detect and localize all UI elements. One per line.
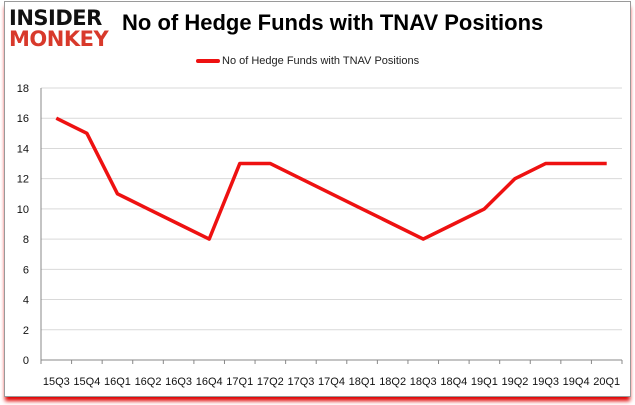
- logo-line-2: MONKEY: [9, 27, 109, 51]
- x-tick-label: 19Q3: [532, 376, 559, 388]
- x-tick-label: 17Q3: [287, 376, 314, 388]
- x-tick-label: 16Q2: [135, 376, 162, 388]
- y-tick-label: 18: [17, 83, 29, 95]
- x-tick-label: 15Q4: [73, 376, 100, 388]
- y-tick-label: 6: [23, 264, 29, 276]
- y-tick-label: 2: [23, 325, 29, 337]
- chart-frame: [4, 1, 631, 397]
- y-tick-label: 14: [17, 143, 29, 155]
- x-tick-label: 19Q2: [502, 376, 529, 388]
- y-tick-label: 4: [23, 295, 29, 307]
- x-tick-label: 18Q1: [349, 376, 376, 388]
- x-tick-label: 16Q1: [104, 376, 131, 388]
- logo-line-1: INSIDER: [9, 6, 102, 30]
- insider-monkey-logo: INSIDER MONKEY: [9, 6, 117, 51]
- x-tick-label: 19Q4: [563, 376, 590, 388]
- legend-swatch: [196, 59, 220, 63]
- y-tick-label: 10: [17, 204, 29, 216]
- legend: No of Hedge Funds with TNAV Positions: [196, 55, 419, 67]
- x-tick-label: 17Q2: [257, 376, 284, 388]
- x-tick-label: 18Q2: [379, 376, 406, 388]
- x-tick-label: 16Q3: [165, 376, 192, 388]
- y-tick-label: 16: [17, 113, 29, 125]
- chart-title: No of Hedge Funds with TNAV Positions: [122, 10, 544, 35]
- x-tick-label: 18Q4: [440, 376, 467, 388]
- x-tick-label: 16Q4: [196, 376, 223, 388]
- x-tick-label: 19Q1: [471, 376, 498, 388]
- y-tick-label: 12: [17, 174, 29, 186]
- x-tick-label: 17Q1: [226, 376, 253, 388]
- legend-label: No of Hedge Funds with TNAV Positions: [222, 55, 420, 67]
- y-tick-label: 0: [23, 355, 29, 367]
- x-tick-label: 18Q3: [410, 376, 437, 388]
- x-tick-label: 15Q3: [43, 376, 70, 388]
- y-tick-label: 8: [23, 234, 29, 246]
- x-tick-label: 17Q4: [318, 376, 345, 388]
- x-tick-label: 20Q1: [593, 376, 620, 388]
